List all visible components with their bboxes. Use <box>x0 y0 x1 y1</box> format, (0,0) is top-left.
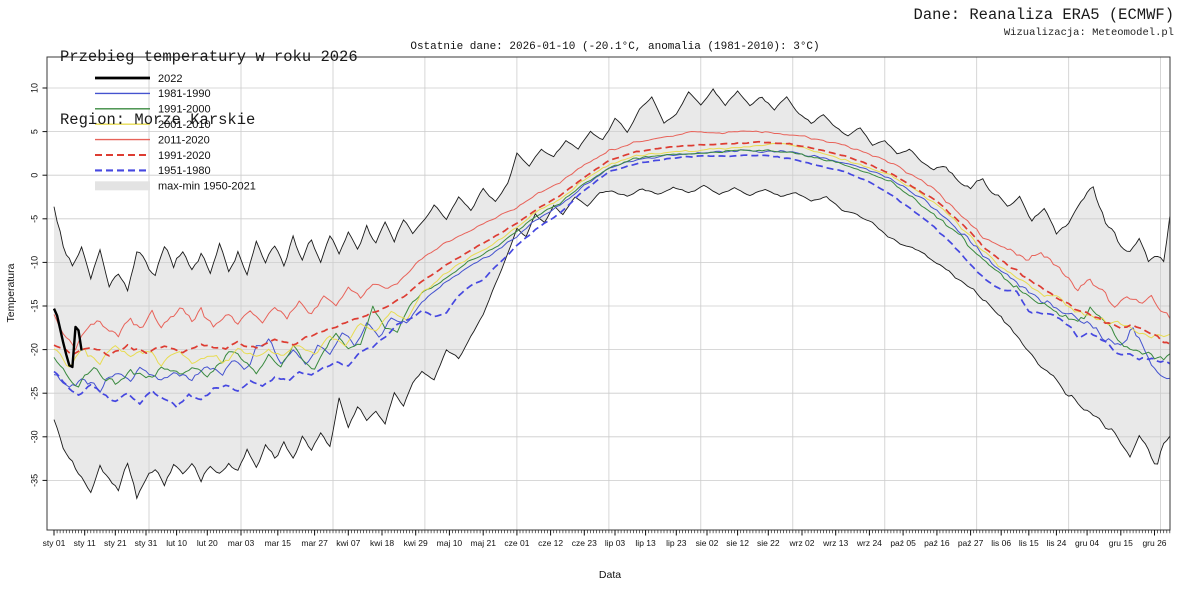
x-tick-label: lis 24 <box>1046 538 1066 548</box>
x-tick-label: sie 22 <box>757 538 780 548</box>
x-tick-label: wrz 24 <box>856 538 882 548</box>
legend-item-1991-2020: 1991-2020 <box>95 150 211 162</box>
x-tick-label: kwi 29 <box>404 538 428 548</box>
y-tick-label: -15 <box>30 299 40 312</box>
legend-label: 1981-1990 <box>158 88 211 100</box>
page-header: Przebieg temperatury w roku 2026 Region:… <box>60 5 358 173</box>
legend-item-2001-2010: 2001-2010 <box>95 119 211 131</box>
x-tick-label: gru 15 <box>1109 538 1133 548</box>
x-tick-label: sty 21 <box>104 538 127 548</box>
x-tick-label: sty 11 <box>74 538 96 548</box>
x-tick-label: maj 10 <box>437 538 463 548</box>
y-tick-label: 10 <box>30 83 40 93</box>
legend-item-2022: 2022 <box>95 73 182 85</box>
x-tick-label: sty 31 <box>135 538 158 548</box>
x-tick-label: sie 12 <box>726 538 749 548</box>
x-tick-label: sty 01 <box>43 538 66 548</box>
legend-label: 1951-1980 <box>158 165 211 177</box>
legend-label: 2022 <box>158 73 182 85</box>
legend-item-2011-2020: 2011-2020 <box>95 134 210 146</box>
x-tick-label: mar 27 <box>301 538 328 548</box>
y-axis-ticks: 10 5 0 -5 -10 -15 -20 -25 -30 -35 <box>30 83 47 487</box>
page-region-subtitle: Region: Morze Karskie <box>60 111 256 129</box>
y-tick-label: -20 <box>30 343 40 356</box>
x-tick-label: cze 12 <box>538 538 563 548</box>
series-line-2011-2020 <box>53 130 1171 351</box>
y-tick-label: -10 <box>30 256 40 269</box>
legend-label: max-min 1950-2021 <box>158 181 256 193</box>
x-tick-label: paź 16 <box>924 538 950 548</box>
page-title: Przebieg temperatury w roku 2026 <box>60 48 358 66</box>
legend-item-1981-1990: 1981-1990 <box>95 88 211 100</box>
x-tick-label: gru 04 <box>1075 538 1099 548</box>
x-tick-label: gru 26 <box>1142 538 1166 548</box>
y-tick-label: -30 <box>30 430 40 443</box>
legend-label: 2011-2020 <box>158 134 210 146</box>
legend-item-1951-1980: 1951-1980 <box>95 165 211 177</box>
plot-frame <box>46 56 1171 531</box>
max-min-band <box>54 89 1170 499</box>
x-tick-label: kwi 18 <box>370 538 394 548</box>
visualization-credit: Wizualizacja: Meteomodel.pl <box>1003 27 1174 39</box>
x-tick-label: lis 06 <box>991 538 1011 548</box>
y-tick-label: 0 <box>30 173 40 178</box>
x-tick-label: wrz 02 <box>788 538 814 548</box>
x-tick-label: lut 20 <box>197 538 218 548</box>
x-tick-label: cze 23 <box>572 538 597 548</box>
x-tick-label: paź 27 <box>958 538 984 548</box>
y-tick-label: 5 <box>30 129 40 134</box>
legend-label: 2001-2010 <box>158 119 211 131</box>
series-line-1991-2000 <box>53 149 1171 388</box>
x-tick-label: cze 01 <box>504 538 529 548</box>
legend-item-max-min-band: max-min 1950-2021 <box>95 181 256 193</box>
x-axis-ticks: sty 01 sty 11 sty 21 sty 31 lut 10 lut 20 mar … <box>43 530 1171 548</box>
legend: 2022 1981-1990 1991-2000 2001-2010 2011-2020… <box>95 73 256 193</box>
x-tick-label: kwi 07 <box>336 538 360 548</box>
x-tick-label: lis 15 <box>1019 538 1039 548</box>
data-source-label: Dane: Reanaliza ERA5 (ECMWF) <box>913 6 1174 24</box>
y-tick-label: -25 <box>30 387 40 400</box>
x-tick-label: paź 05 <box>890 538 916 548</box>
x-tick-label: lip 23 <box>666 538 687 548</box>
x-axis-title: Data <box>598 569 622 581</box>
legend-label: 1991-2000 <box>158 104 211 116</box>
series-line-2001-2010 <box>53 143 1170 368</box>
min-line <box>53 184 1171 500</box>
legend-band-sample <box>95 181 150 191</box>
max-line <box>53 88 1171 293</box>
y-tick-label: -5 <box>30 215 40 223</box>
series-line-1951-1980 <box>53 154 1171 409</box>
legend-label: 1991-2020 <box>158 150 211 162</box>
last-data-annotation: Ostatnie dane: 2026-01-10 (-20.1°C, anom… <box>410 41 820 53</box>
x-tick-label: maj 21 <box>470 538 496 548</box>
y-tick-label: -35 <box>30 474 40 487</box>
series-line-1981-1990 <box>53 149 1170 393</box>
y-axis-title: Temperatura <box>5 263 17 323</box>
x-tick-label: lut 10 <box>166 538 187 548</box>
x-tick-label: sie 02 <box>696 538 719 548</box>
source-header: Dane: Reanaliza ERA5 (ECMWF) Wizualizacj… <box>914 5 1174 41</box>
series-line-2022 <box>52 308 83 369</box>
x-tick-label: wrz 13 <box>822 538 848 548</box>
x-tick-label: lip 13 <box>635 538 656 548</box>
x-tick-label: mar 15 <box>265 538 292 548</box>
legend-item-1991-2000: 1991-2000 <box>95 104 211 116</box>
x-tick-label: lip 03 <box>605 538 626 548</box>
x-tick-label: mar 03 <box>228 538 255 548</box>
